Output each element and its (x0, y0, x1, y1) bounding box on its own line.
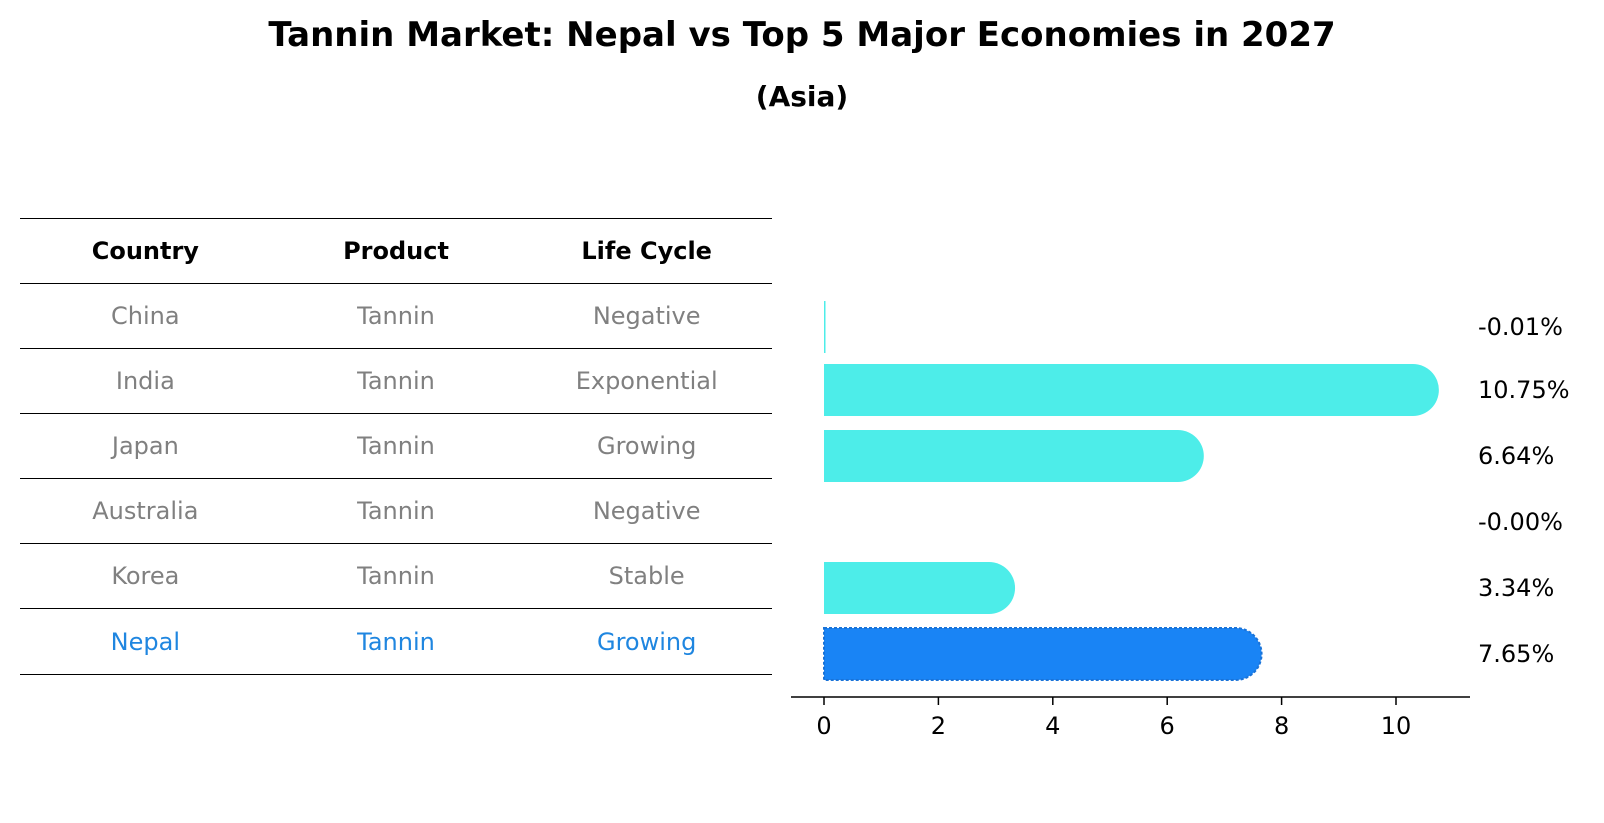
product-cell: Tannin (357, 562, 435, 590)
table-header-row: Country Product Life Cycle (20, 218, 772, 283)
x-tick-label: 10 (1381, 712, 1412, 740)
table-row: Korea Tannin Stable (20, 543, 772, 608)
x-tick-label: 0 (816, 712, 831, 740)
bar (824, 430, 1204, 482)
life-cycle-cell: Negative (592, 302, 701, 330)
header-life-cycle: Life Cycle (581, 237, 712, 265)
bar-highlighted (823, 627, 1263, 681)
bar (824, 364, 1439, 416)
x-tick-label: 6 (1160, 712, 1175, 740)
country-cell: Korea (111, 562, 180, 590)
chart-subtitle: (Asia) (755, 80, 849, 113)
x-tick-label: 8 (1274, 712, 1289, 740)
life-cycle-cell: Growing (596, 627, 697, 656)
bar (824, 301, 826, 353)
header-product: Product (343, 237, 449, 265)
value-label: 6.64% (1478, 442, 1554, 470)
table-row: Japan Tannin Growing (20, 413, 772, 478)
table-row-highlighted: Nepal Tannin Growing (20, 608, 772, 675)
header-country: Country (91, 237, 199, 265)
country-cell: Nepal (110, 627, 180, 656)
product-cell: Tannin (357, 432, 435, 460)
life-cycle-cell: Growing (596, 432, 697, 460)
product-cell: Tannin (357, 497, 435, 525)
product-cell: Tannin (357, 627, 435, 656)
product-cell: Tannin (357, 367, 435, 395)
table-row: India Tannin Exponential (20, 348, 772, 413)
value-label: -0.00% (1478, 508, 1563, 536)
x-tick-label: 2 (931, 712, 946, 740)
value-label: 10.75% (1478, 376, 1570, 404)
life-cycle-cell: Exponential (575, 367, 718, 395)
country-cell: Japan (111, 432, 179, 460)
life-cycle-table: Country Product Life Cycle China Tannin … (20, 218, 772, 675)
life-cycle-cell: Stable (608, 562, 685, 590)
value-label: 3.34% (1478, 574, 1554, 602)
value-label: -0.01% (1478, 313, 1563, 341)
value-label: 7.65% (1478, 640, 1554, 668)
table-row: China Tannin Negative (20, 283, 772, 348)
product-cell: Tannin (357, 302, 435, 330)
chart-title: Tannin Market: Nepal vs Top 5 Major Econ… (268, 15, 1336, 55)
country-cell: China (111, 302, 180, 330)
x-tick-label: 4 (1045, 712, 1060, 740)
life-cycle-cell: Negative (592, 497, 701, 525)
country-cell: India (115, 367, 175, 395)
country-cell: Australia (92, 497, 199, 525)
table-row: Australia Tannin Negative (20, 478, 772, 543)
bar (824, 562, 1016, 614)
